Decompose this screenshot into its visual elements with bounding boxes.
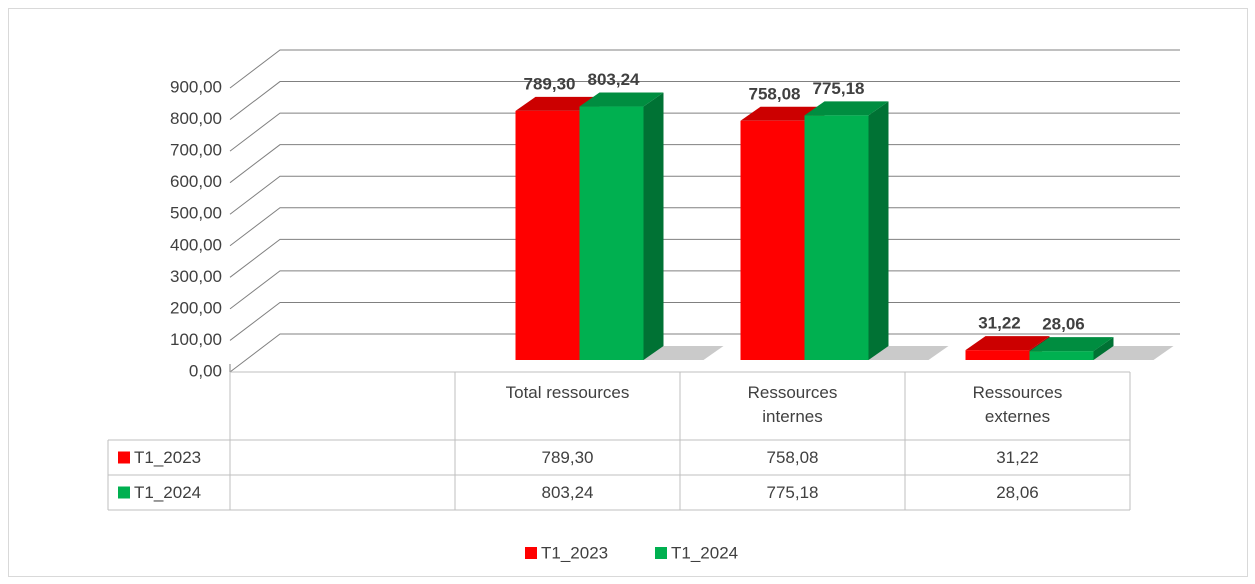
bar-side: [643, 92, 664, 361]
data-label: 775,18: [813, 79, 865, 98]
y-tick-label: 100,00: [170, 330, 222, 349]
y-tick-label: 700,00: [170, 141, 222, 160]
table-cell: 28,06: [996, 483, 1039, 502]
y-tick-label: 800,00: [170, 109, 222, 128]
y-tick-label: 300,00: [170, 267, 222, 286]
y-tick-label: 0,00: [189, 361, 222, 380]
bar: [804, 115, 869, 361]
bar-side: [1093, 337, 1114, 360]
legend-key: [118, 451, 130, 464]
y-tick-label: 200,00: [170, 298, 222, 317]
y-tick-label: 900,00: [170, 77, 222, 96]
bar-top: [965, 336, 1050, 351]
bar: [579, 106, 644, 360]
legend-key: [118, 486, 130, 499]
bar: [515, 110, 580, 360]
data-label: 758,08: [749, 84, 801, 103]
bar-top: [1029, 337, 1114, 352]
bar-top: [515, 96, 600, 111]
legend-label: T1_2023: [541, 543, 608, 562]
table-cell: 775,18: [767, 483, 819, 502]
table-row-label: T1_2024: [134, 483, 201, 502]
bar: [965, 350, 1030, 360]
table-row-label: T1_2023: [134, 448, 201, 467]
bar-top: [740, 106, 825, 121]
table-cell: 803,24: [542, 483, 594, 502]
table-cell: 789,30: [542, 448, 594, 467]
data-label: 803,24: [588, 70, 641, 89]
bar: [740, 120, 805, 360]
y-tick-label: 500,00: [170, 204, 222, 223]
bar-top: [804, 101, 889, 116]
legend-key: [525, 547, 537, 559]
table-cell: 31,22: [996, 448, 1039, 467]
grid-line: [229, 81, 1180, 120]
category-label: Ressources externes: [972, 383, 1063, 426]
category-label: Ressources internes: [747, 383, 838, 426]
bar-side: [868, 101, 889, 361]
y-tick-label: 600,00: [170, 172, 222, 191]
legend-label: T1_2024: [671, 543, 738, 562]
data-label: 789,30: [524, 74, 576, 93]
grid-line: [229, 49, 1180, 89]
category-label: Total ressources: [505, 383, 630, 402]
data-label: 31,22: [978, 314, 1021, 333]
bar-top: [579, 92, 664, 107]
table-cell: 758,08: [767, 448, 819, 467]
bar: [1029, 351, 1094, 360]
data-label: 28,06: [1042, 315, 1085, 334]
y-tick-label: 400,00: [170, 235, 222, 254]
legend-key: [655, 547, 667, 559]
